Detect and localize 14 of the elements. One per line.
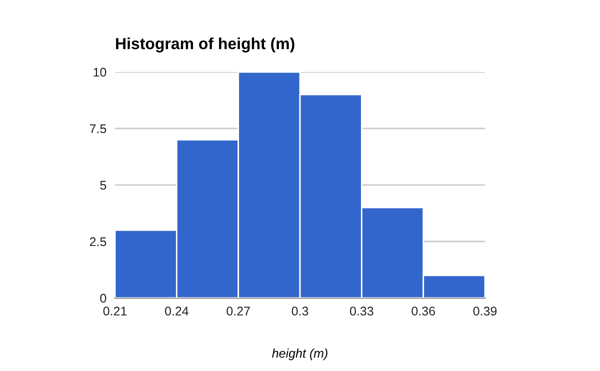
y-tick-label: 2.5 (90, 237, 106, 246)
y-tick-label: 5 (100, 180, 106, 190)
x-tick-label: 0.21 (103, 306, 127, 316)
y-tick-label: 7.5 (90, 124, 106, 134)
x-tick-label: 0.39 (473, 306, 497, 316)
x-tick-label: 0.3 (292, 306, 308, 316)
y-tick-label: 0 (100, 294, 106, 303)
x-tick-label: 0.33 (350, 306, 374, 316)
x-tick-label: 0.24 (164, 306, 188, 316)
x-axis-title: height (m) (272, 348, 328, 360)
chart-title: Histogram of height (m) (116, 38, 294, 52)
x-tick-label: 0.27 (226, 306, 250, 316)
x-tick-label: 0.36 (412, 306, 435, 316)
y-tick-label: 10 (94, 68, 106, 77)
